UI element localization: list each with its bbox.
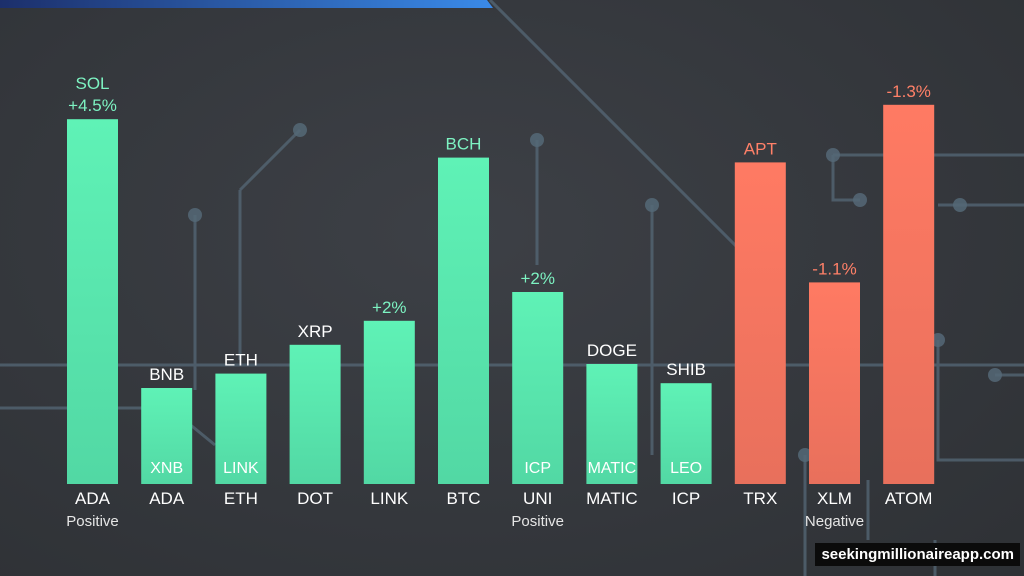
group-label: Positive — [66, 513, 119, 530]
bar-top-label: -1.1% — [812, 259, 856, 278]
watermark: seekingmillionaireapp.com — [815, 543, 1020, 566]
bar-inner-label: ICP — [524, 460, 551, 477]
bar-top-label: BCH — [446, 135, 482, 154]
bar-top-label: SOL — [75, 74, 109, 93]
x-tick-label: TRX — [743, 489, 777, 508]
bar-4 — [363, 320, 415, 484]
bar-top-label: DOGE — [587, 341, 637, 360]
bar-top-label: +2% — [372, 298, 407, 317]
bar-top-label: BNB — [149, 365, 184, 384]
bar-top-label: -1.3% — [886, 82, 930, 101]
bar-top-label: APT — [744, 139, 777, 158]
bar-5 — [438, 157, 489, 484]
bar-3 — [289, 344, 341, 484]
bar-0 — [67, 119, 118, 484]
bar-2 — [215, 373, 267, 484]
bar-top-label: +2% — [520, 269, 555, 288]
bar-1 — [141, 388, 193, 484]
bar-inner-label: LEO — [670, 460, 702, 477]
x-tick-label: MATIC — [586, 489, 638, 508]
x-tick-label: LINK — [370, 489, 408, 508]
bar-10 — [809, 282, 860, 484]
x-tick-label: ADA — [75, 489, 111, 508]
bar-inner-label: XNB — [150, 460, 183, 477]
group-label: Negative — [805, 513, 864, 530]
bar-9 — [734, 162, 786, 484]
x-tick-label: UNI — [523, 489, 552, 508]
bar-top-label: SHIB — [666, 360, 706, 379]
x-tick-label: DOT — [297, 489, 333, 508]
bar-8 — [660, 383, 712, 484]
bar-7 — [586, 364, 638, 484]
bar-top-label: ETH — [224, 351, 258, 370]
group-label: Positive — [511, 513, 564, 530]
bar-inner-label: MATIC — [588, 460, 637, 477]
x-tick-label: ATOM — [885, 489, 933, 508]
top-accent-bar — [0, 0, 493, 8]
x-tick-label: ETH — [224, 489, 258, 508]
x-tick-label: ADA — [149, 489, 185, 508]
bar-top-label: +4.5% — [68, 96, 117, 115]
x-tick-label: BTC — [447, 489, 481, 508]
x-tick-label: ICP — [672, 489, 700, 508]
bar-inner-label: LINK — [223, 460, 259, 477]
bar-11 — [883, 104, 935, 485]
bar-top-label: XRP — [298, 322, 333, 341]
bar-6 — [512, 292, 564, 484]
x-tick-label: XLM — [817, 489, 852, 508]
